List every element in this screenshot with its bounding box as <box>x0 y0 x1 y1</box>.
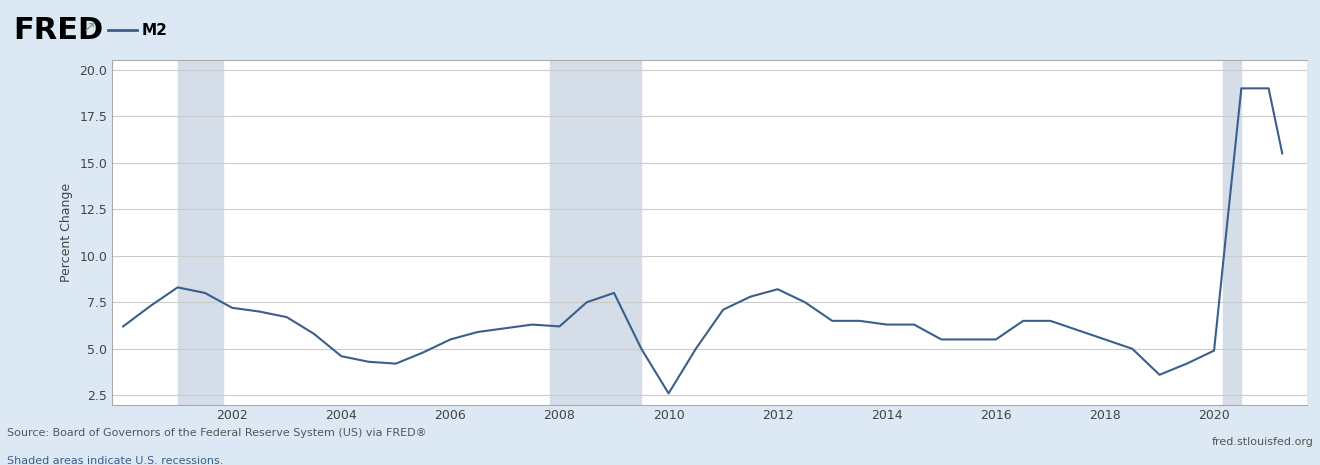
Text: Source: Board of Governors of the Federal Reserve System (US) via FRED®: Source: Board of Governors of the Federa… <box>7 428 426 438</box>
Text: fred.stlouisfed.org: fred.stlouisfed.org <box>1212 437 1313 447</box>
Text: Shaded areas indicate U.S. recessions.: Shaded areas indicate U.S. recessions. <box>7 456 223 465</box>
Y-axis label: Percent Change: Percent Change <box>59 183 73 282</box>
Text: ↗: ↗ <box>83 20 96 35</box>
Bar <box>178 60 223 405</box>
Bar <box>550 60 642 405</box>
Text: FRED: FRED <box>13 16 103 45</box>
Text: M2: M2 <box>141 23 168 38</box>
Bar <box>1224 60 1241 405</box>
